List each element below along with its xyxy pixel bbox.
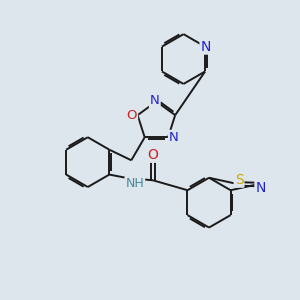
Text: S: S	[235, 173, 243, 187]
Text: N: N	[255, 181, 266, 195]
Text: N: N	[200, 40, 211, 54]
Text: N: N	[150, 94, 160, 107]
Text: O: O	[127, 109, 137, 122]
Text: N: N	[169, 131, 179, 144]
Text: NH: NH	[125, 177, 144, 190]
Text: O: O	[148, 148, 158, 162]
